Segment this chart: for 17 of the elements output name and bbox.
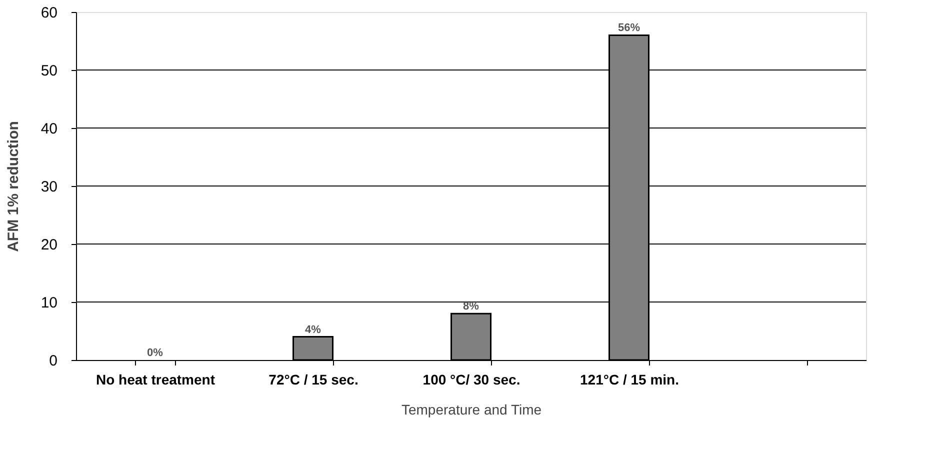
x-axis-title: Temperature and Time — [401, 402, 542, 418]
y-tick-label: 20 — [40, 236, 58, 254]
y-tick-label: 40 — [40, 120, 58, 138]
x-tick-label: 121°C / 15 min. — [580, 372, 679, 388]
data-label: 56% — [618, 22, 640, 34]
data-label: 4% — [305, 324, 322, 336]
data-label: 0% — [147, 347, 164, 359]
y-tick-label: 0 — [49, 352, 58, 370]
x-tick-label: 72°C / 15 sec. — [268, 372, 358, 388]
x-tick-label: No heat treatment — [96, 372, 216, 388]
x-tick-label: 100 °C/ 30 sec. — [422, 372, 520, 388]
data-label: 8% — [463, 300, 480, 313]
y-tick-label: 30 — [40, 178, 58, 196]
y-axis-title: AFM 1% reduction — [4, 121, 22, 252]
y-tick-label: 60 — [40, 4, 58, 22]
y-tick-label: 10 — [40, 294, 58, 312]
y-tick-label: 50 — [40, 62, 58, 80]
